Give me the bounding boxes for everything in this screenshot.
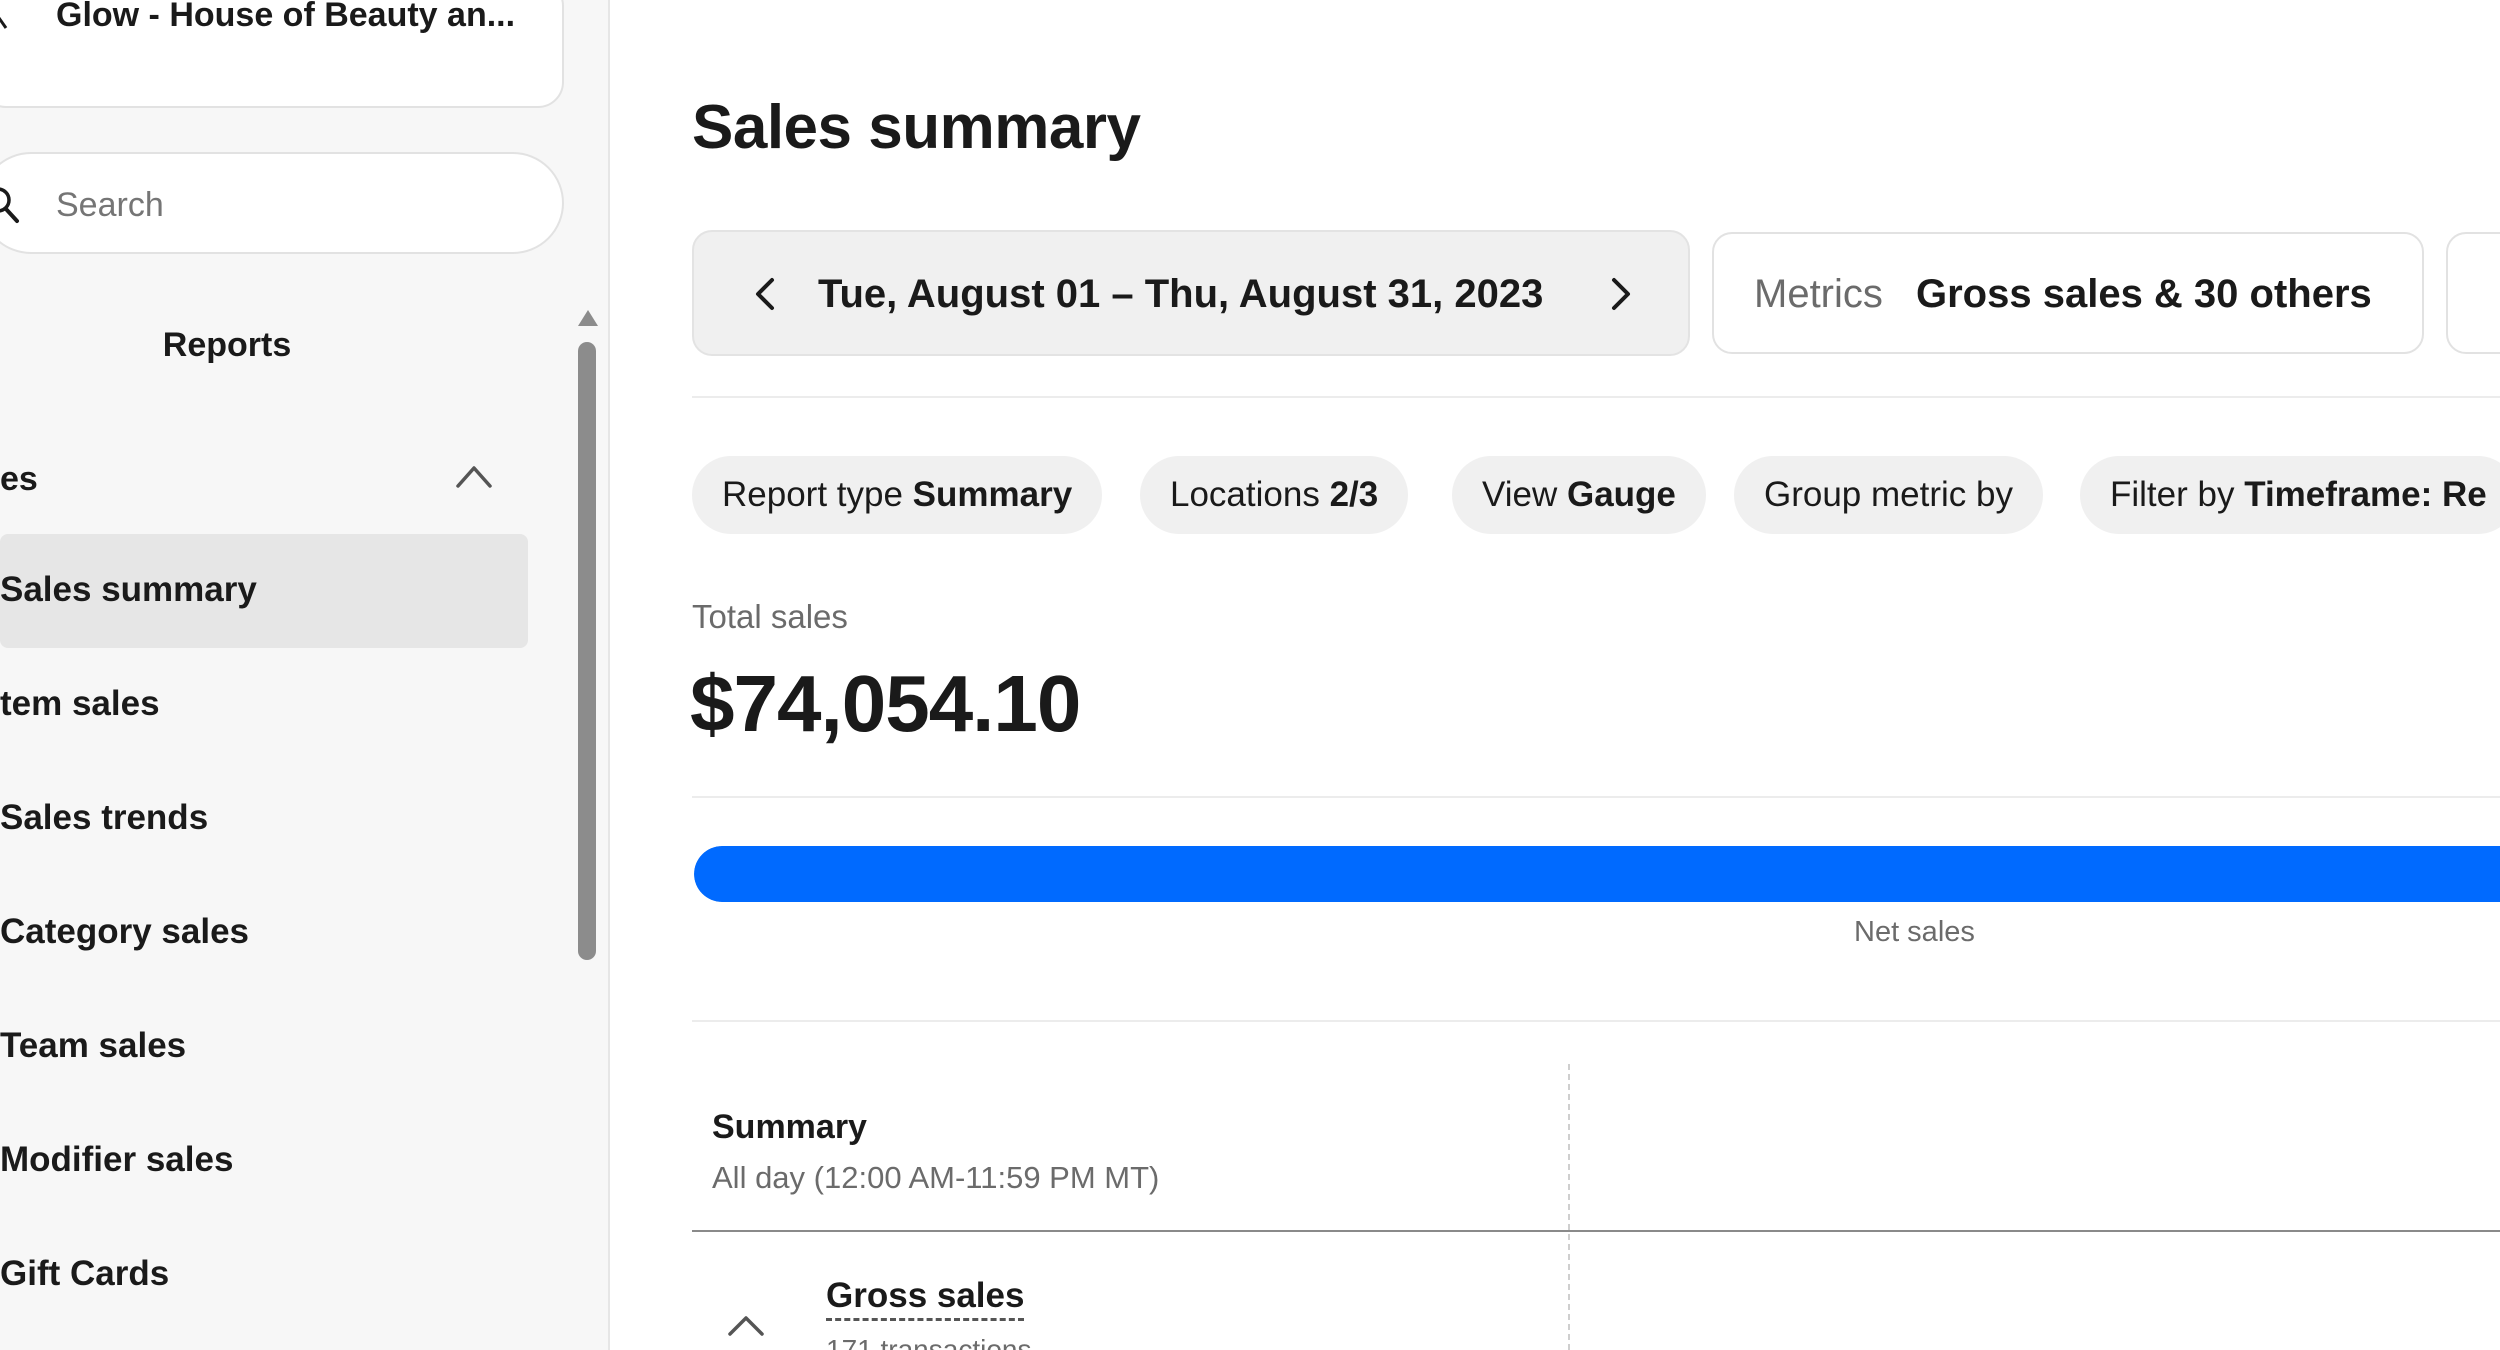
divider	[692, 396, 2500, 398]
metrics-value: Gross sales & 30 others	[1916, 272, 2372, 316]
search-input[interactable]	[54, 174, 538, 236]
reports-heading: Reports	[162, 326, 292, 364]
search-icon	[0, 187, 19, 223]
business-switcher[interactable]: Glow - House of Beauty an...	[0, 0, 564, 108]
chip-label: View	[1482, 475, 1558, 514]
summary-subtitle: All day (12:00 AM-11:59 PM MT)	[712, 1160, 1160, 1195]
chevron-up-icon	[0, 16, 8, 29]
scrollbar-thumb[interactable]	[578, 342, 596, 960]
business-name: Glow - House of Beauty an...	[56, 0, 516, 34]
chevron-left-icon[interactable]	[748, 272, 784, 316]
chevron-up-icon[interactable]	[454, 462, 494, 490]
sidebar-item-label: Team sales	[0, 1026, 187, 1065]
gauge-fill	[694, 846, 2500, 902]
chip-label: Group metric by	[1764, 475, 2013, 514]
sidebar-section-sales[interactable]: es	[0, 448, 520, 508]
metrics-label: Metrics	[1754, 272, 1883, 316]
chip-value: Timeframe: Re	[2244, 475, 2487, 514]
chip-value: 2/3	[1329, 475, 1379, 514]
chip-locations[interactable]: Locations 2/3	[1140, 456, 1409, 534]
sidebar-item-label: Sales summary	[0, 570, 257, 609]
main-content: Sales summary Tue, August 01 – Thu, Augu…	[610, 0, 2500, 1350]
chip-value: Summary	[912, 475, 1073, 514]
table-row-label[interactable]: Gross sales	[826, 1276, 1025, 1321]
date-range-text[interactable]: Tue, August 01 – Thu, August 31, 2023	[818, 272, 1544, 316]
date-range-picker[interactable]: Tue, August 01 – Thu, August 31, 2023	[692, 230, 1690, 356]
sidebar-item-sales-summary[interactable]: Sales summary	[0, 534, 528, 648]
sidebar-item-item-sales[interactable]: tem sales	[0, 648, 528, 762]
sidebar-item-label: Category sales	[0, 912, 250, 951]
search-box[interactable]	[0, 152, 564, 254]
export-button[interactable]	[2446, 232, 2500, 354]
sidebar-item-label: Modifier sales	[0, 1140, 234, 1179]
metrics-selector[interactable]: Metrics Gross sales & 30 others	[1712, 232, 2424, 354]
summary-title: Summary	[712, 1108, 867, 1146]
table-row-subtext: 171 transactions	[826, 1334, 1032, 1350]
chip-report-type[interactable]: Report type Summary	[692, 456, 1103, 534]
sidebar-item-label: Gift Cards	[0, 1254, 170, 1293]
sidebar-item-sales-trends[interactable]: Sales trends	[0, 762, 528, 876]
chip-filter-by[interactable]: Filter by Timeframe: Re	[2080, 456, 2500, 534]
sidebar-item-gift-cards[interactable]: Gift Cards	[0, 1218, 528, 1332]
triangle-up-icon[interactable]	[576, 308, 600, 328]
page-title: Sales summary	[692, 93, 1141, 162]
sidebar-item-label: Sales trends	[0, 798, 209, 837]
total-sales-label: Total sales	[692, 598, 848, 635]
sidebar-item-team-sales[interactable]: Team sales	[0, 990, 528, 1104]
chip-label: Locations	[1170, 475, 1320, 514]
sidebar: Glow - House of Beauty an... Reports es …	[0, 0, 610, 1350]
chip-value: Gauge	[1566, 475, 1676, 514]
gauge-caption: Net sales	[1854, 916, 1975, 948]
sidebar-scrollbar[interactable]	[570, 304, 606, 1350]
divider	[692, 796, 2500, 798]
sidebar-item-modifier-sales[interactable]: Modifier sales	[0, 1104, 528, 1218]
total-sales-value: $74,054.10	[690, 659, 1081, 748]
chevron-right-icon[interactable]	[1602, 272, 1638, 316]
sidebar-section-label: es	[0, 460, 38, 498]
divider	[692, 1020, 2500, 1022]
chip-view[interactable]: View Gauge	[1452, 456, 1706, 534]
chip-group-metric-by[interactable]: Group metric by	[1734, 456, 2043, 534]
sidebar-item-category-sales[interactable]: Category sales	[0, 876, 528, 990]
net-sales-gauge	[694, 846, 2500, 902]
chevron-up-icon[interactable]	[726, 1312, 766, 1338]
chip-label: Report type	[722, 475, 903, 514]
column-divider	[1568, 1064, 1570, 1350]
chip-label: Filter by	[2110, 475, 2235, 514]
table-header-line	[692, 1230, 2500, 1232]
sidebar-item-label: tem sales	[0, 684, 160, 723]
